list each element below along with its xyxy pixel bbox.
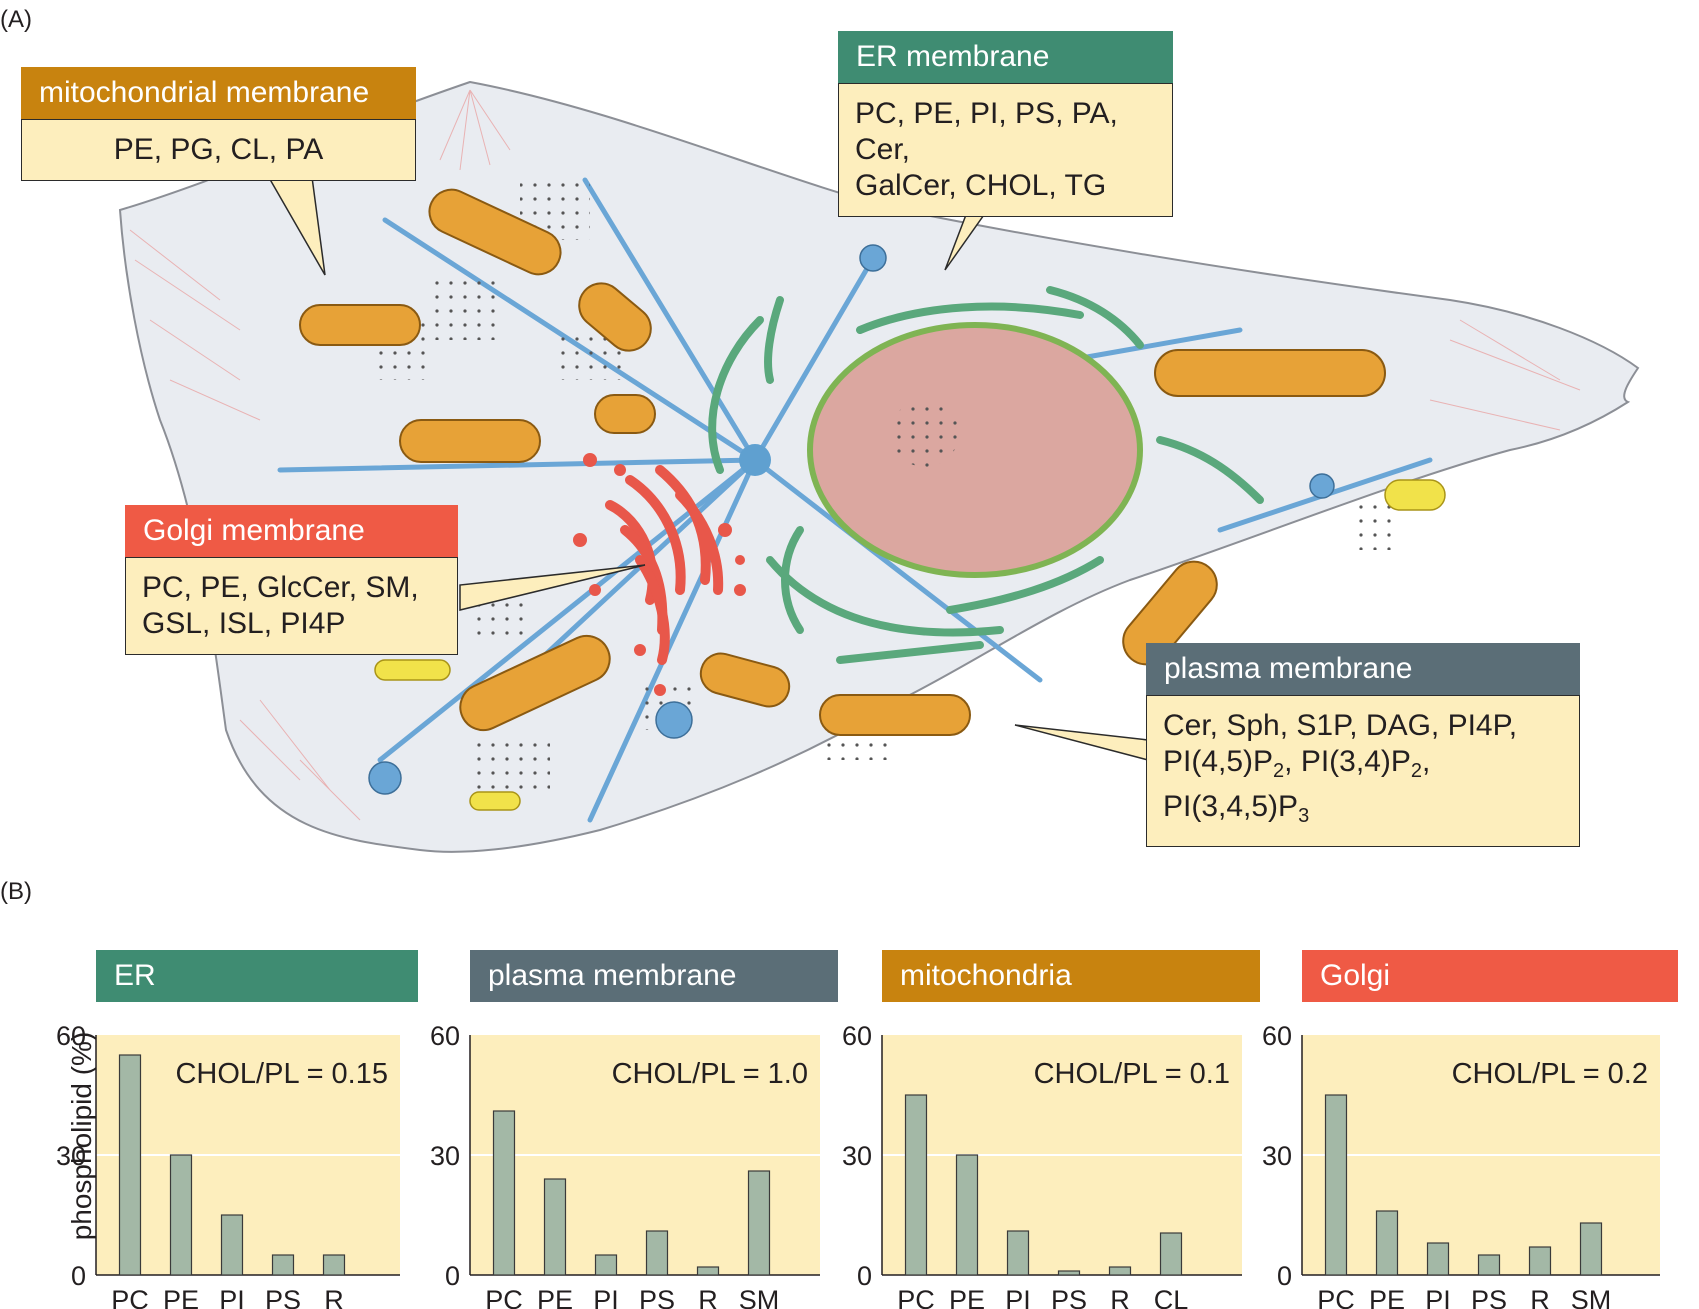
callout-er-line-2: GalCer, CHOL, TG <box>855 169 1107 202</box>
chart-title-mito: mitochondria <box>882 950 1260 1002</box>
y-tick-label: 30 <box>1262 1141 1292 1171</box>
y-tick-label: 60 <box>56 1021 86 1051</box>
y-tick-label: 30 <box>842 1141 872 1171</box>
x-tick-label: PI <box>593 1285 619 1309</box>
x-tick-label: R <box>1110 1285 1130 1309</box>
x-tick-label: SM <box>739 1285 780 1309</box>
chol-pl-annotation: CHOL/PL = 1.0 <box>612 1058 808 1090</box>
bar-ps <box>271 1254 295 1276</box>
bar-sm <box>747 1170 771 1276</box>
callout-plasma-line-1: Cer, Sph, S1P, DAG, PI4P, <box>1163 709 1518 742</box>
x-tick-label: R <box>698 1285 718 1309</box>
callout-golgi-line-1: PC, PE, GlcCer, SM, <box>142 571 419 604</box>
x-tick-label: PE <box>949 1285 985 1309</box>
y-tick-label: 0 <box>857 1261 872 1291</box>
x-tick-label: PS <box>265 1285 301 1309</box>
bar-r <box>1108 1266 1132 1276</box>
bar-pe <box>955 1154 979 1276</box>
callout-plasma-title: plasma membrane <box>1146 643 1580 695</box>
x-tick-label: R <box>324 1285 344 1309</box>
x-tick-label: PS <box>639 1285 675 1309</box>
x-tick-label: PC <box>111 1285 149 1309</box>
pip3-345-sub: 3 <box>1298 805 1310 827</box>
chart-title-er: ER <box>96 950 418 1002</box>
x-tick-label: PE <box>537 1285 573 1309</box>
x-tick-label: PS <box>1051 1285 1087 1309</box>
callout-mitochondrial-membrane: mitochondrial membrane PE, PG, CL, PA <box>21 67 416 181</box>
y-tick-label: 60 <box>430 1021 460 1051</box>
panel-b-label: (B) <box>0 878 32 905</box>
x-tick-label: PS <box>1471 1285 1507 1309</box>
bar-r <box>696 1266 720 1276</box>
bar-pi <box>1006 1230 1030 1276</box>
bar-r <box>322 1254 346 1276</box>
bar-pi <box>594 1254 618 1276</box>
chol-pl-annotation: CHOL/PL = 0.15 <box>175 1058 388 1090</box>
bar-ps <box>645 1230 669 1276</box>
x-tick-label: PE <box>163 1285 199 1309</box>
callout-golgi-body: PC, PE, GlcCer, SM, GSL, ISL, PI4P <box>125 557 458 655</box>
bar-pc <box>904 1094 928 1276</box>
callout-plasma-body: Cer, Sph, S1P, DAG, PI4P, PI(4,5)P2, PI(… <box>1146 695 1580 847</box>
callout-er-line-1: PC, PE, PI, PS, PA, Cer, <box>855 97 1118 166</box>
bar-r <box>1528 1246 1552 1276</box>
bar-pe <box>169 1154 193 1276</box>
y-tick-label: 60 <box>1262 1021 1292 1051</box>
callout-mitochondrial-line: PE, PG, CL, PA <box>113 133 324 166</box>
x-tick-label: PE <box>1369 1285 1405 1309</box>
callout-golgi-line-2: GSL, ISL, PI4P <box>142 607 346 640</box>
bar-pi <box>220 1214 244 1276</box>
bar-cl <box>1159 1232 1183 1276</box>
pip2-34-sub: 2 <box>1410 760 1423 782</box>
x-tick-label: PC <box>485 1285 523 1309</box>
pip2-34: , PI(3,4)P <box>1284 745 1411 778</box>
x-tick-label: PI <box>219 1285 245 1309</box>
callout-er-body: PC, PE, PI, PS, PA, Cer, GalCer, CHOL, T… <box>838 83 1173 217</box>
chart-title-plasma: plasma membrane <box>470 950 838 1002</box>
y-tick-label: 0 <box>445 1261 460 1291</box>
bar-pc <box>492 1110 516 1276</box>
x-tick-label: SM <box>1571 1285 1612 1309</box>
x-tick-label: PI <box>1425 1285 1451 1309</box>
callout-plasma-line-2: PI(4,5)P2, PI(3,4)P2, PI(3,4,5)P3 <box>1163 744 1563 834</box>
bar-pe <box>543 1178 567 1276</box>
y-tick-label: 30 <box>56 1141 86 1171</box>
y-tick-label: 60 <box>842 1021 872 1051</box>
x-tick-label: PC <box>1317 1285 1355 1309</box>
callout-mitochondrial-title: mitochondrial membrane <box>21 67 416 119</box>
y-tick-label: 30 <box>430 1141 460 1171</box>
pip3-345: , PI(3,4,5)P <box>1163 745 1431 823</box>
x-tick-label: PC <box>897 1285 935 1309</box>
x-tick-label: R <box>1530 1285 1550 1309</box>
pip2-45: PI(4,5)P <box>1163 745 1274 778</box>
bar-pi <box>1426 1242 1450 1276</box>
panel-a-label: (A) <box>0 6 32 33</box>
bar-sm <box>1579 1222 1603 1276</box>
bar-pc <box>118 1054 142 1276</box>
bar-ps <box>1057 1270 1081 1276</box>
callout-golgi-membrane: Golgi membrane PC, PE, GlcCer, SM, GSL, … <box>125 505 458 655</box>
bar-pe <box>1375 1210 1399 1276</box>
y-tick-label: 0 <box>71 1261 86 1291</box>
chol-pl-annotation: CHOL/PL = 0.1 <box>1034 1058 1230 1090</box>
callout-plasma-membrane: plasma membrane Cer, Sph, S1P, DAG, PI4P… <box>1146 643 1580 847</box>
callout-er-membrane: ER membrane PC, PE, PI, PS, PA, Cer, Gal… <box>838 31 1173 217</box>
chol-pl-annotation: CHOL/PL = 0.2 <box>1452 1058 1648 1090</box>
callout-er-title: ER membrane <box>838 31 1173 83</box>
x-tick-label: CL <box>1154 1285 1189 1309</box>
bar-pc <box>1324 1094 1348 1276</box>
bar-ps <box>1477 1254 1501 1276</box>
pip2-45-sub: 2 <box>1273 760 1285 782</box>
y-tick-label: 0 <box>1277 1261 1292 1291</box>
callout-golgi-title: Golgi membrane <box>125 505 458 557</box>
callout-mitochondrial-body: PE, PG, CL, PA <box>21 119 416 181</box>
x-tick-label: PI <box>1005 1285 1031 1309</box>
chart-title-golgi: Golgi <box>1302 950 1678 1002</box>
